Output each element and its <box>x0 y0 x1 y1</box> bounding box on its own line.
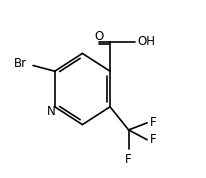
Text: F: F <box>150 116 156 129</box>
Text: F: F <box>125 153 132 166</box>
Text: O: O <box>94 30 103 43</box>
Text: Br: Br <box>14 57 27 70</box>
Text: F: F <box>150 133 156 146</box>
Text: OH: OH <box>138 35 156 48</box>
Text: N: N <box>47 105 55 118</box>
